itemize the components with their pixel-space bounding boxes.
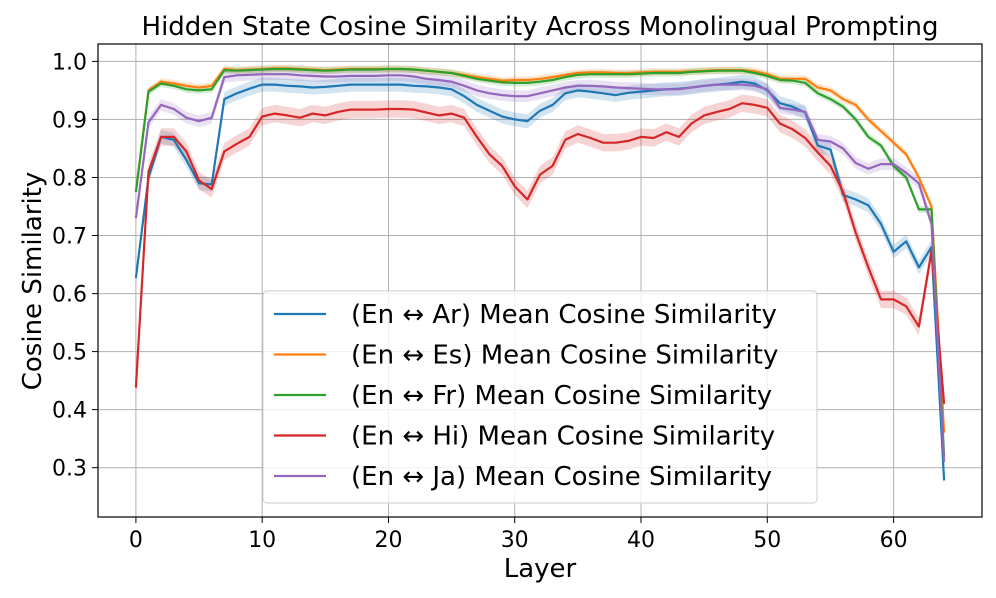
y-tick-label: 0.8 bbox=[52, 167, 87, 192]
series-line-2 bbox=[134, 67, 946, 457]
plot-frame bbox=[97, 43, 983, 518]
legend: (En ↔ Ar) Mean Cosine Similarity (En ↔ Es… bbox=[262, 290, 818, 504]
y-tick-label: 0.4 bbox=[52, 399, 87, 424]
chart-title: Hidden State Cosine Similarity Across Mo… bbox=[142, 12, 939, 42]
legend-label: (En ↔ Es) Mean Cosine Similarity bbox=[351, 341, 778, 371]
legend-label: (En ↔ Ar) Mean Cosine Similarity bbox=[351, 300, 777, 330]
x-tick-label: 0 bbox=[129, 528, 143, 553]
y-axis-label: Cosine Similarity bbox=[18, 172, 48, 391]
x-axis-ticks: 0 10 20 30 40 50 60 bbox=[129, 517, 908, 553]
y-tick-label: 0.5 bbox=[52, 341, 87, 366]
y-tick-label: 0.7 bbox=[52, 225, 87, 250]
series-line-4 bbox=[134, 73, 946, 462]
x-axis-label: Layer bbox=[504, 554, 577, 584]
x-tick-label: 40 bbox=[627, 528, 655, 553]
y-tick-label: 0.6 bbox=[52, 283, 87, 308]
legend-label: (En ↔ Ja) Mean Cosine Similarity bbox=[351, 462, 772, 492]
series-line-3 bbox=[134, 102, 946, 404]
x-tick-label: 30 bbox=[501, 528, 529, 553]
legend-box bbox=[262, 290, 818, 504]
y-tick-label: 1.0 bbox=[52, 50, 87, 75]
y-tick-label: 0.3 bbox=[52, 457, 87, 482]
x-tick-label: 20 bbox=[375, 528, 403, 553]
x-tick-label: 10 bbox=[248, 528, 276, 553]
series-lines bbox=[134, 67, 946, 481]
y-axis-ticks: 0.3 0.4 0.5 0.6 0.7 0.8 0.9 1.0 bbox=[52, 50, 98, 482]
x-tick-label: 50 bbox=[753, 528, 781, 553]
legend-label: (En ↔ Hi) Mean Cosine Similarity bbox=[351, 422, 775, 452]
gridlines bbox=[98, 44, 982, 517]
x-tick-label: 60 bbox=[880, 528, 908, 553]
y-tick-label: 0.9 bbox=[52, 108, 87, 133]
legend-label: (En ↔ Fr) Mean Cosine Similarity bbox=[351, 381, 772, 411]
